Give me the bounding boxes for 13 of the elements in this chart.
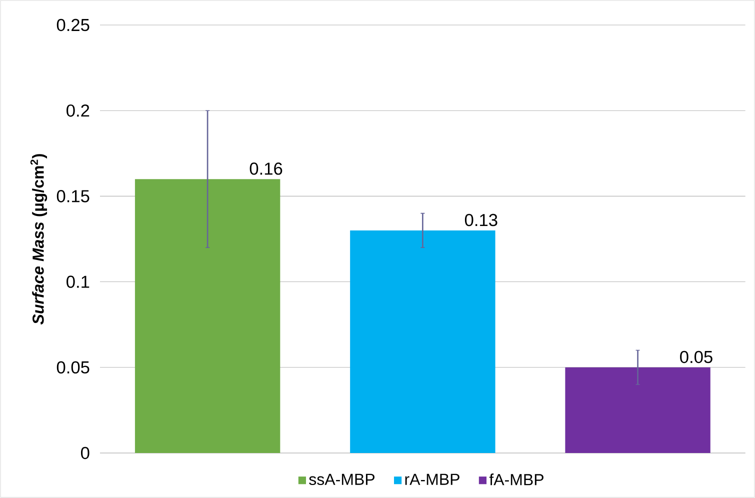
data-label: 0.13 bbox=[464, 214, 498, 226]
data-label: 0.05 bbox=[680, 350, 712, 364]
data-label: 0.16 bbox=[250, 162, 282, 175]
legend-label: fA-MBP bbox=[489, 474, 544, 486]
y-tick-label: 0 bbox=[80, 446, 90, 460]
y-tick-label: 0.05 bbox=[56, 361, 90, 374]
y-tick-label: 0.2 bbox=[66, 104, 90, 117]
y-tick-label: 0.25 bbox=[56, 18, 90, 32]
legend-label: ssA-MBP bbox=[309, 474, 374, 486]
legend-label: rA-MBP bbox=[405, 474, 460, 485]
y-axis-title: Surface Mass (µg/cm$^{2}$) bbox=[30, 154, 48, 325]
y-tick-label: 0.15 bbox=[56, 190, 90, 202]
y-tick-label: 0.1 bbox=[66, 276, 90, 288]
